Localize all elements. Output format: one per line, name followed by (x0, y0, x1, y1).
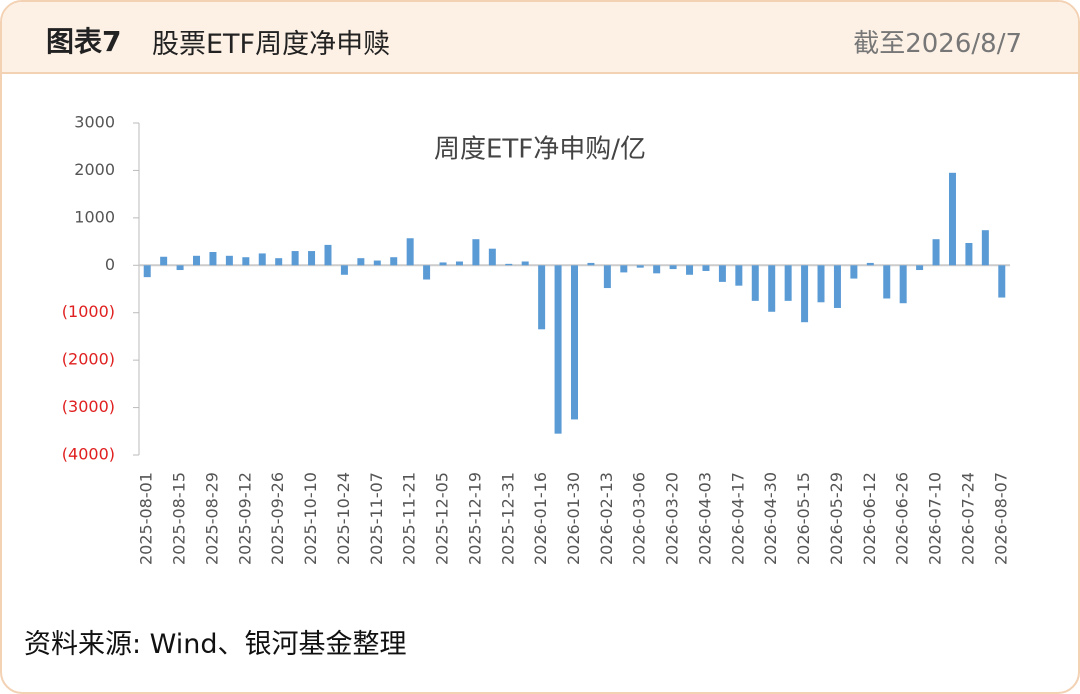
bar (801, 265, 809, 323)
bar (505, 263, 513, 266)
bar (340, 265, 348, 275)
bar (916, 265, 924, 271)
bar (538, 265, 546, 330)
x-tick-label: 2025-10-10 (301, 472, 320, 565)
bar (866, 262, 874, 266)
bar (160, 256, 168, 266)
x-tick-label: 2025-12-19 (465, 472, 484, 565)
bar (899, 265, 907, 304)
x-tick-label: 2026-05-15 (794, 472, 813, 565)
bar (308, 251, 316, 266)
x-tick-label: 2025-09-12 (235, 472, 254, 565)
bar (883, 265, 891, 299)
x-tick-label: 2025-08-01 (137, 472, 156, 565)
x-tick-label: 2026-07-24 (958, 472, 977, 565)
y-tick-label: (4000) (62, 445, 115, 464)
y-tick-label: 3000 (74, 113, 115, 132)
bar (291, 251, 299, 266)
bar (193, 255, 201, 266)
bar (455, 261, 463, 266)
y-tick-label: 2000 (74, 160, 115, 179)
x-tick-label: 2025-12-05 (433, 472, 452, 565)
bar (176, 265, 184, 271)
x-tick-label: 2025-11-07 (367, 472, 386, 565)
bar (850, 265, 858, 279)
x-tick-label: 2026-01-30 (564, 472, 583, 565)
bar (571, 265, 578, 420)
y-tick-label: (1000) (62, 302, 115, 321)
bar (669, 265, 677, 270)
x-tick-label: 2026-04-03 (695, 472, 714, 565)
bar (521, 261, 529, 266)
x-tick-label: 2025-08-15 (170, 472, 189, 565)
x-tick-label: 2025-12-31 (498, 472, 517, 565)
y-tick-label: (3000) (62, 397, 115, 416)
bar (784, 265, 792, 301)
bar (225, 255, 233, 266)
bar (718, 265, 726, 282)
bar (472, 239, 480, 266)
bar (686, 265, 694, 275)
bar (817, 265, 825, 303)
bar (258, 253, 266, 266)
bar (735, 265, 743, 286)
bar (406, 238, 414, 266)
bar (702, 265, 710, 271)
y-tick-label: 1000 (74, 207, 115, 226)
bar (751, 265, 759, 301)
bar (439, 262, 447, 266)
date-note: 截至2026/8/7 (853, 29, 1022, 59)
source-note: 资料来源: Wind、银河基金整理 (24, 629, 407, 660)
y-tick-label: 0 (105, 255, 115, 274)
x-tick-label: 2026-08-07 (991, 472, 1010, 565)
x-tick-label: 2026-02-13 (597, 472, 616, 565)
bar (636, 265, 644, 268)
x-tick-label: 2026-04-30 (761, 472, 780, 565)
bar (554, 265, 562, 434)
x-tick-label: 2026-04-17 (728, 472, 747, 565)
x-tick-label: 2026-06-12 (860, 472, 879, 565)
bar (324, 244, 332, 266)
x-tick-label: 2026-05-29 (827, 472, 846, 565)
bar (357, 258, 365, 266)
x-tick-label: 2025-11-21 (400, 472, 419, 565)
x-tick-label: 2026-01-16 (531, 472, 550, 565)
bar (603, 265, 611, 289)
chart-title: 周度ETF净申购/亿 (434, 135, 646, 165)
bar (209, 252, 217, 266)
bar (998, 265, 1006, 298)
bar (143, 265, 151, 278)
bar (242, 257, 250, 266)
bar (965, 242, 973, 266)
bar (981, 230, 989, 266)
bar (653, 265, 661, 274)
x-tick-label: 2026-07-10 (926, 472, 945, 565)
bar (587, 262, 595, 266)
figure-title: 股票ETF周度净申赎 (152, 29, 391, 60)
figure-label: 图表7 (46, 25, 122, 58)
x-tick-label: 2026-06-26 (893, 472, 912, 565)
x-tick-label: 2025-10-24 (334, 472, 353, 565)
chart: 周度ETF净申购/亿 (4000) (3000) (2000) (1000) 0 1000… (62, 113, 1010, 565)
bar (488, 248, 496, 266)
bar (833, 265, 841, 308)
bar (932, 239, 940, 266)
y-tick-label: (2000) (62, 350, 115, 369)
x-tick-label: 2025-08-29 (202, 472, 221, 565)
bar (373, 260, 381, 266)
bar (948, 172, 956, 266)
x-tick-label: 2026-03-20 (663, 472, 682, 565)
bar (423, 265, 431, 280)
bar (620, 265, 628, 273)
x-tick-label: 2026-03-06 (630, 472, 649, 565)
x-tick-label: 2025-09-26 (268, 472, 287, 565)
bar (275, 258, 283, 266)
header: 图表7 股票ETF周度净申赎 截至2026/8/7 (2, 2, 1078, 74)
bar (768, 265, 776, 312)
bar (390, 257, 398, 266)
